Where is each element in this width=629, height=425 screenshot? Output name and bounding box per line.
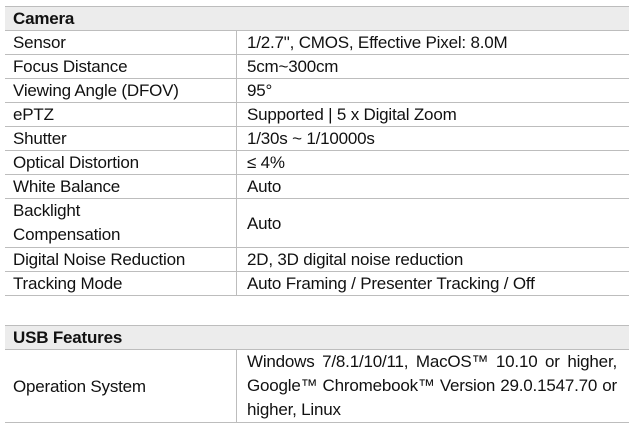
section-header: Camera xyxy=(5,6,629,31)
spec-value: ≤ 4% xyxy=(236,150,629,175)
camera-spec-table: Camera Sensor 1/2.7", CMOS, Effective Pix… xyxy=(5,6,629,296)
spec-value: Supported | 5 x Digital Zoom xyxy=(236,102,629,127)
spec-value: Auto Framing / Presenter Tracking / Off xyxy=(236,271,629,296)
spec-label: Tracking Mode xyxy=(5,271,237,296)
table-row: Tracking Mode Auto Framing / Presenter Tr… xyxy=(5,271,629,296)
spec-label: Backlight Compensation xyxy=(5,198,237,248)
table-row: Sensor 1/2.7", CMOS, Effective Pixel: 8.0… xyxy=(5,30,629,55)
table-row: Optical Distortion ≤ 4% xyxy=(5,150,629,175)
table-row: Viewing Angle (DFOV) 95° xyxy=(5,78,629,103)
spec-value: Windows 7/8.1/10/11, MacOS™ 10.10 or hig… xyxy=(236,349,629,423)
section-header: USB Features xyxy=(5,325,629,350)
spec-value: 5cm~300cm xyxy=(236,54,629,79)
spec-value: 1/30s ~ 1/10000s xyxy=(236,126,629,151)
spec-label: Focus Distance xyxy=(5,54,237,79)
table-row: Digital Noise Reduction 2D, 3D digital no… xyxy=(5,247,629,272)
spec-label: Optical Distortion xyxy=(5,150,237,175)
spec-value: 1/2.7", CMOS, Effective Pixel: 8.0M xyxy=(236,30,629,55)
spec-value: 95° xyxy=(236,78,629,103)
table-row: ePTZ Supported | 5 x Digital Zoom xyxy=(5,102,629,127)
spec-label: Operation System xyxy=(5,349,237,423)
spec-label: ePTZ xyxy=(5,102,237,127)
table-row: White Balance Auto xyxy=(5,174,629,199)
spec-label: Viewing Angle (DFOV) xyxy=(5,78,237,103)
table-row: Backlight Compensation Auto xyxy=(5,198,629,248)
spec-value: 2D, 3D digital noise reduction xyxy=(236,247,629,272)
section-title: Camera xyxy=(5,6,629,31)
table-row: Shutter 1/30s ~ 1/10000s xyxy=(5,126,629,151)
table-row: Focus Distance 5cm~300cm xyxy=(5,54,629,79)
spec-value: Auto xyxy=(236,174,629,199)
table-row: Operation System Windows 7/8.1/10/11, Mac… xyxy=(5,349,629,423)
usb-spec-table: USB Features Operation System Windows 7/8… xyxy=(5,325,629,423)
spec-label: Digital Noise Reduction xyxy=(5,247,237,272)
spec-label: White Balance xyxy=(5,174,237,199)
spec-label: Sensor xyxy=(5,30,237,55)
spec-label: Shutter xyxy=(5,126,237,151)
section-title: USB Features xyxy=(5,325,629,350)
spec-value: Auto xyxy=(236,198,629,248)
